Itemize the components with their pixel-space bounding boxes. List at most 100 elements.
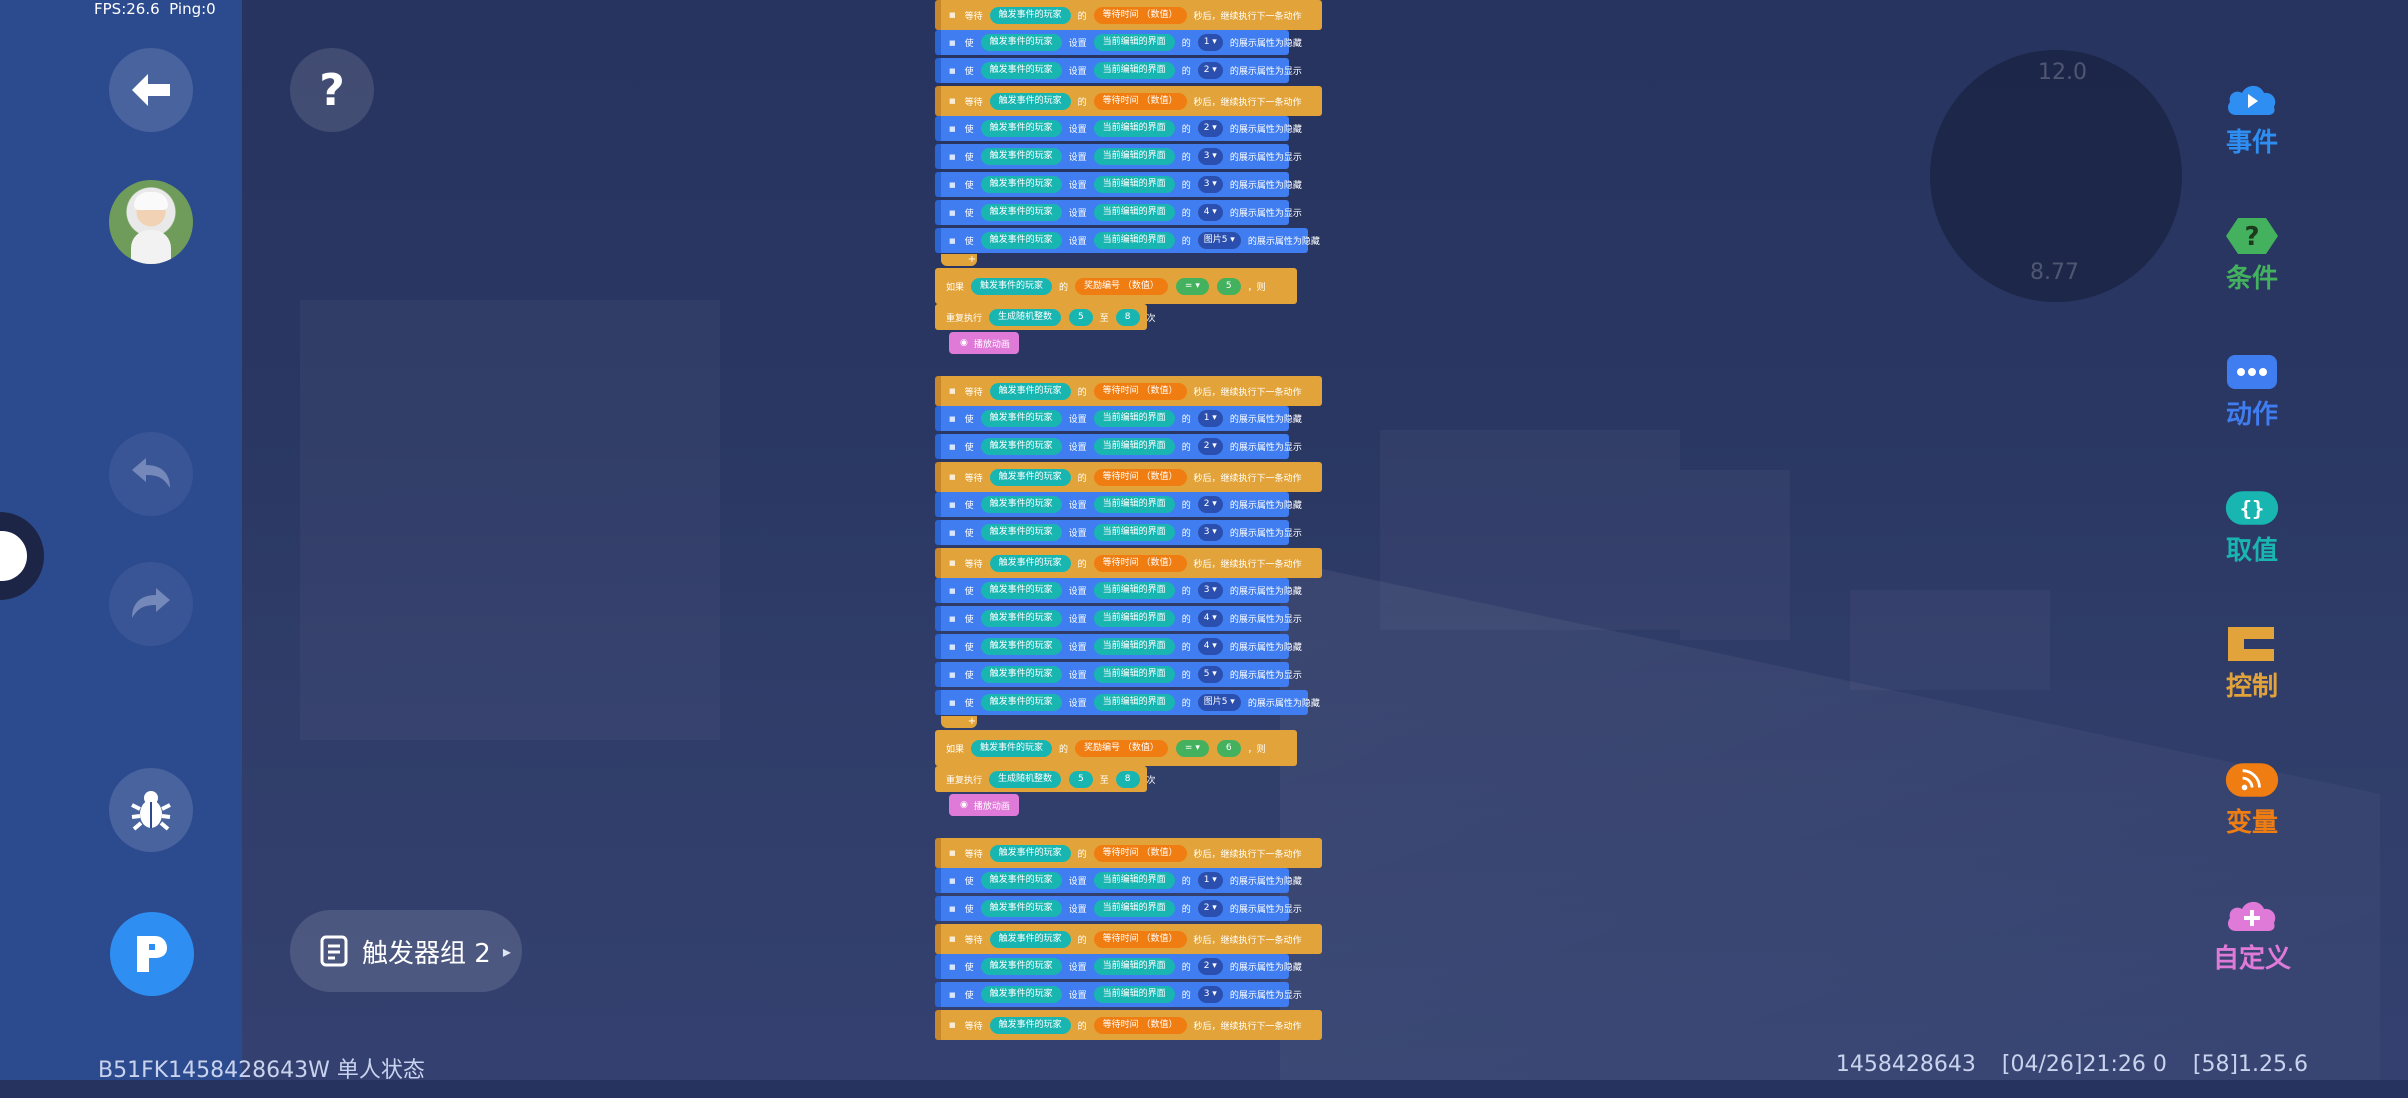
ui-pill[interactable]: 当前编辑的界面 bbox=[1093, 694, 1175, 711]
wait-time-pill[interactable]: 等待时间 （数值） bbox=[1093, 382, 1187, 400]
random-int-pill[interactable]: 生成随机整数 bbox=[989, 770, 1062, 788]
hide-ui-block[interactable]: ■ 使触发事件的玩家 设置 当前编辑的界面的 1 ▾ 的展示属性为隐藏 bbox=[935, 868, 1302, 893]
player-pill[interactable]: 触发事件的玩家 bbox=[989, 1016, 1071, 1034]
player-pill[interactable]: 触发事件的玩家 bbox=[980, 496, 1062, 513]
player-pill[interactable]: 触发事件的玩家 bbox=[980, 62, 1062, 79]
hide-ui-block[interactable]: ■ 使触发事件的玩家 设置 当前编辑的界面的 2 ▾ 的展示属性为隐藏 bbox=[935, 954, 1302, 979]
player-pill[interactable]: 触发事件的玩家 bbox=[980, 900, 1062, 917]
player-pill[interactable]: 触发事件的玩家 bbox=[980, 148, 1062, 165]
operator-dropdown[interactable]: = ▾ bbox=[1175, 739, 1209, 757]
ui-pill[interactable]: 当前编辑的界面 bbox=[1093, 610, 1175, 627]
add-block-icon[interactable]: + bbox=[967, 254, 977, 265]
index-dropdown[interactable]: 2 ▾ bbox=[1197, 958, 1223, 975]
avatar[interactable] bbox=[109, 180, 193, 264]
add-block-icon[interactable]: + bbox=[967, 716, 977, 727]
if-block[interactable]: 如果 触发事件的玩家的奖励编号 （数值） = ▾ 5 ，则 bbox=[935, 268, 1297, 304]
category-custom[interactable]: 自定义 bbox=[2212, 896, 2292, 975]
player-pill[interactable]: 触发事件的玩家 bbox=[980, 872, 1062, 889]
redo-button[interactable] bbox=[109, 562, 193, 646]
max-value[interactable]: 8 bbox=[1115, 308, 1140, 326]
index-dropdown[interactable]: 1 ▾ bbox=[1197, 34, 1223, 51]
show-ui-block[interactable]: ■ 使触发事件的玩家 设置 当前编辑的界面的 3 ▾ 的展示属性为显示 bbox=[935, 520, 1302, 545]
help-button[interactable]: ? bbox=[290, 48, 374, 132]
index-dropdown[interactable]: 2 ▾ bbox=[1197, 900, 1223, 917]
player-pill[interactable]: 触发事件的玩家 bbox=[980, 34, 1062, 51]
script-canvas[interactable]: ■ 等待 触发事件的玩家的等待时间 （数值） 秒后，继续执行下一条动作 ■ 使触发事件的玩… bbox=[935, 0, 1345, 1098]
hide-ui-block[interactable]: ■ 使触发事件的玩家 设置 当前编辑的界面的 1 ▾ 的展示属性为隐藏 bbox=[935, 30, 1302, 55]
player-pill[interactable]: 触发事件的玩家 bbox=[980, 610, 1062, 627]
random-int-pill[interactable]: 生成随机整数 bbox=[989, 308, 1062, 326]
wait-time-pill[interactable]: 等待时间 （数值） bbox=[1093, 1016, 1187, 1034]
player-pill[interactable]: 触发事件的玩家 bbox=[989, 92, 1071, 110]
hide-ui-block[interactable]: ■ 使触发事件的玩家 设置 当前编辑的界面的 2 ▾ 的展示属性为隐藏 bbox=[935, 116, 1302, 141]
player-pill[interactable]: 触发事件的玩家 bbox=[980, 120, 1062, 137]
player-pill[interactable]: 触发事件的玩家 bbox=[980, 524, 1062, 541]
show-ui-block[interactable]: ■ 使触发事件的玩家 设置 当前编辑的界面的 2 ▾ 的展示属性为显示 bbox=[935, 896, 1302, 921]
wait-block[interactable]: ■ 等待 触发事件的玩家的等待时间 （数值） 秒后，继续执行下一条动作 bbox=[935, 924, 1322, 954]
reward-id-pill[interactable]: 奖励编号 （数值） bbox=[1075, 277, 1168, 295]
debug-button[interactable] bbox=[109, 768, 193, 852]
image-dropdown[interactable]: 图片5 ▾ bbox=[1197, 232, 1241, 249]
wait-block[interactable]: ■ 等待 触发事件的玩家的等待时间 （数值） 秒后，继续执行下一条动作 bbox=[935, 0, 1322, 30]
repeat-block[interactable]: 重复执行 生成随机整数 5 至 8 次 bbox=[935, 304, 1156, 330]
wait-block[interactable]: ■ 等待 触发事件的玩家的等待时间 （数值） 秒后，继续执行下一条动作 bbox=[935, 462, 1322, 492]
player-pill[interactable]: 触发事件的玩家 bbox=[989, 6, 1071, 24]
min-value[interactable]: 5 bbox=[1069, 770, 1093, 788]
wait-block[interactable]: ■ 等待 触发事件的玩家的等待时间 （数值） 秒后，继续执行下一条动作 bbox=[935, 1010, 1322, 1040]
ui-pill[interactable]: 当前编辑的界面 bbox=[1093, 638, 1175, 655]
index-dropdown[interactable]: 4 ▾ bbox=[1197, 610, 1223, 627]
ui-pill[interactable]: 当前编辑的界面 bbox=[1093, 438, 1175, 455]
show-ui-block[interactable]: ■ 使触发事件的玩家 设置 当前编辑的界面的 4 ▾ 的展示属性为显示 bbox=[935, 606, 1302, 631]
show-ui-block[interactable]: ■ 使触发事件的玩家 设置 当前编辑的界面的 3 ▾ 的展示属性为显示 bbox=[935, 982, 1302, 1007]
player-pill[interactable]: 触发事件的玩家 bbox=[980, 638, 1062, 655]
index-dropdown[interactable]: 3 ▾ bbox=[1197, 582, 1223, 599]
index-dropdown[interactable]: 2 ▾ bbox=[1197, 62, 1223, 79]
player-pill[interactable]: 触发事件的玩家 bbox=[989, 930, 1071, 948]
reward-id-pill[interactable]: 奖励编号 （数值） bbox=[1075, 739, 1168, 757]
wait-time-pill[interactable]: 等待时间 （数值） bbox=[1093, 92, 1187, 110]
player-pill[interactable]: 触发事件的玩家 bbox=[980, 694, 1062, 711]
max-value[interactable]: 8 bbox=[1115, 770, 1140, 788]
index-dropdown[interactable]: 2 ▾ bbox=[1197, 438, 1223, 455]
hide-ui-block[interactable]: ■ 使触发事件的玩家 设置 当前编辑的界面的图片5 ▾ 的展示属性为隐藏 bbox=[935, 228, 1320, 253]
ui-pill[interactable]: 当前编辑的界面 bbox=[1093, 872, 1175, 889]
index-dropdown[interactable]: 3 ▾ bbox=[1197, 986, 1223, 1003]
wait-time-pill[interactable]: 等待时间 （数值） bbox=[1093, 6, 1187, 24]
player-pill[interactable]: 触发事件的玩家 bbox=[980, 176, 1062, 193]
ui-pill[interactable]: 当前编辑的界面 bbox=[1093, 204, 1175, 221]
hide-ui-block[interactable]: ■ 使触发事件的玩家 设置 当前编辑的界面的 3 ▾ 的展示属性为隐藏 bbox=[935, 578, 1302, 603]
ui-pill[interactable]: 当前编辑的界面 bbox=[1093, 582, 1175, 599]
player-pill[interactable]: 触发事件的玩家 bbox=[980, 986, 1062, 1003]
play-animation-block[interactable]: ◉ 播放动画 bbox=[949, 794, 1019, 816]
ui-pill[interactable]: 当前编辑的界面 bbox=[1093, 524, 1175, 541]
index-dropdown[interactable]: 2 ▾ bbox=[1197, 120, 1223, 137]
player-pill[interactable]: 触发事件的玩家 bbox=[989, 844, 1071, 862]
min-value[interactable]: 5 bbox=[1069, 308, 1093, 326]
category-values[interactable]: {} 取值 bbox=[2212, 488, 2292, 567]
wait-block[interactable]: ■ 等待 触发事件的玩家的等待时间 （数值） 秒后，继续执行下一条动作 bbox=[935, 376, 1322, 406]
hide-ui-block[interactable]: ■ 使触发事件的玩家 设置 当前编辑的界面的 2 ▾ 的展示属性为隐藏 bbox=[935, 492, 1302, 517]
wait-block[interactable]: ■ 等待 触发事件的玩家的等待时间 （数值） 秒后，继续执行下一条动作 bbox=[935, 86, 1322, 116]
show-ui-block[interactable]: ■ 使触发事件的玩家 设置 当前编辑的界面的 3 ▾ 的展示属性为显示 bbox=[935, 144, 1302, 169]
operator-dropdown[interactable]: = ▾ bbox=[1175, 277, 1209, 295]
category-control[interactable]: 控制 bbox=[2212, 624, 2292, 703]
wait-block[interactable]: ■ 等待 触发事件的玩家的等待时间 （数值） 秒后，继续执行下一条动作 bbox=[935, 548, 1322, 578]
ui-pill[interactable]: 当前编辑的界面 bbox=[1093, 410, 1175, 427]
index-dropdown[interactable]: 3 ▾ bbox=[1197, 176, 1223, 193]
player-pill[interactable]: 触发事件的玩家 bbox=[971, 739, 1053, 757]
index-dropdown[interactable]: 1 ▾ bbox=[1197, 410, 1223, 427]
trigger-editor-button[interactable] bbox=[110, 912, 194, 996]
ui-pill[interactable]: 当前编辑的界面 bbox=[1093, 34, 1175, 51]
player-pill[interactable]: 触发事件的玩家 bbox=[980, 582, 1062, 599]
player-pill[interactable]: 触发事件的玩家 bbox=[980, 958, 1062, 975]
index-dropdown[interactable]: 5 ▾ bbox=[1197, 666, 1223, 683]
show-ui-block[interactable]: ■ 使触发事件的玩家 设置 当前编辑的界面的 2 ▾ 的展示属性为显示 bbox=[935, 434, 1302, 459]
repeat-block[interactable]: 重复执行 生成随机整数 5 至 8 次 bbox=[935, 766, 1156, 792]
player-pill[interactable]: 触发事件的玩家 bbox=[980, 666, 1062, 683]
show-ui-block[interactable]: ■ 使触发事件的玩家 设置 当前编辑的界面的 2 ▾ 的展示属性为显示 bbox=[935, 58, 1302, 83]
player-pill[interactable]: 触发事件的玩家 bbox=[980, 438, 1062, 455]
wait-time-pill[interactable]: 等待时间 （数值） bbox=[1093, 930, 1187, 948]
ui-pill[interactable]: 当前编辑的界面 bbox=[1093, 666, 1175, 683]
show-ui-block[interactable]: ■ 使触发事件的玩家 设置 当前编辑的界面的 5 ▾ 的展示属性为显示 bbox=[935, 662, 1302, 687]
ui-pill[interactable]: 当前编辑的界面 bbox=[1093, 120, 1175, 137]
